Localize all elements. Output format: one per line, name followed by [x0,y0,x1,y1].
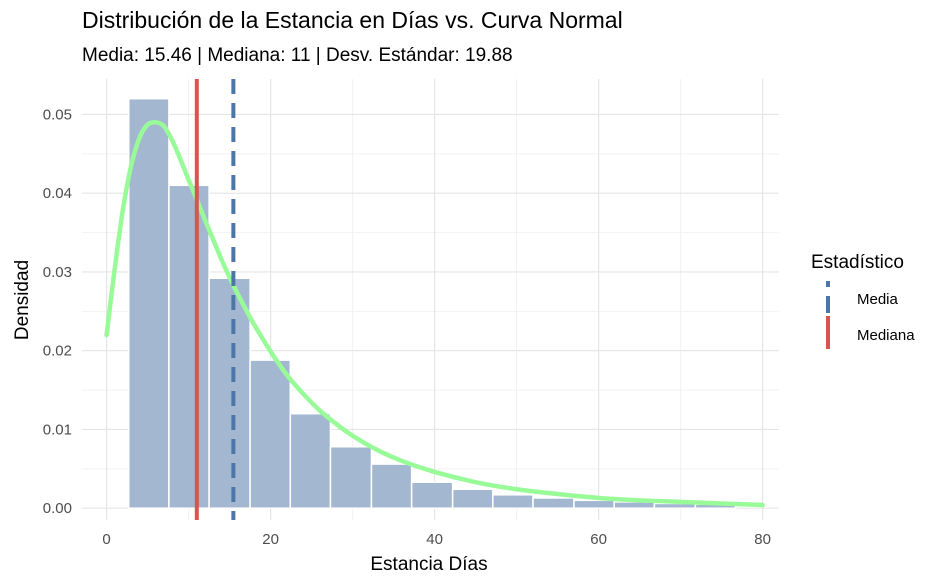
x-tick-label: 40 [426,531,443,548]
x-axis-title: Estancia Días [370,554,487,575]
curve-layer [104,119,765,508]
histogram-bar [370,463,413,509]
legend-key-mediana [826,316,830,349]
density-curve [104,119,765,508]
legend-title: Estadístico [811,252,904,273]
chart-subtitle: Media: 15.46 | Mediana: 11 | Desv. Están… [82,45,513,66]
bars-layer [127,97,737,509]
y-tick-label: 0.04 [43,185,72,202]
legend: Estadístico Media Mediana [811,252,915,349]
legend-label-media: Media [857,291,899,308]
histogram-bar [127,97,170,509]
histogram-bar [289,412,332,509]
x-tick-label: 80 [754,531,771,548]
y-tick-label: 0.03 [43,264,72,281]
y-tick-label: 0.00 [43,500,72,517]
histogram-bar [329,446,373,509]
histogram-bar [492,494,534,509]
x-tick-label: 20 [262,531,279,548]
histogram-bar [532,497,575,509]
y-tick-label: 0.02 [43,343,72,360]
legend-key-media [826,296,830,313]
x-tick-label: 0 [102,531,110,548]
legend-key-media [826,281,830,287]
histogram-bar [208,277,251,509]
histogram-bar [451,488,494,509]
histogram-bar [249,359,292,509]
x-tick-label: 60 [590,531,607,548]
chart-title: Distribución de la Estancia en Días vs. … [82,7,623,33]
histogram-bar [168,184,210,509]
histogram-bar [573,499,615,509]
y-tick-label: 0.01 [43,421,72,438]
y-tick-label: 0.05 [43,106,72,123]
vline-layer [194,79,236,520]
ticks-layer: 0 20 40 60 80 0.00 0.01 0.02 0.03 0.04 0.05 [43,106,771,548]
histogram-bar [410,481,454,509]
y-axis-title: Densidad [12,260,33,340]
legend-label-mediana: Mediana [857,327,915,344]
